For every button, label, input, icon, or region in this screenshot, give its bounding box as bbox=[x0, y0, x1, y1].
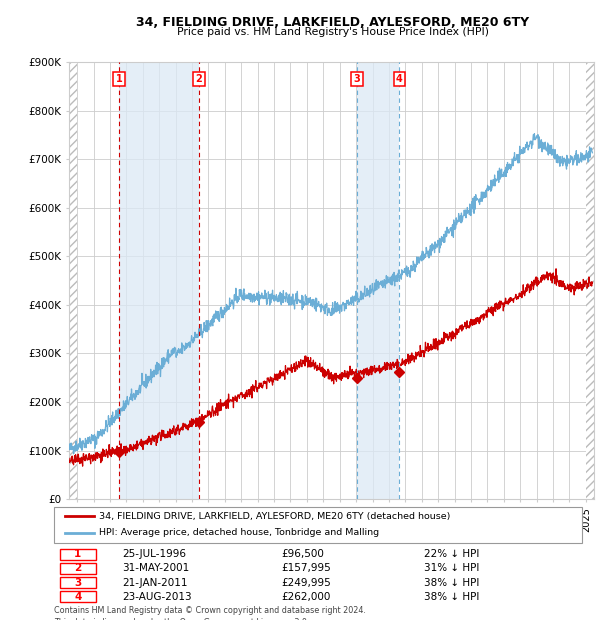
Text: £96,500: £96,500 bbox=[281, 549, 324, 559]
Text: HPI: Average price, detached house, Tonbridge and Malling: HPI: Average price, detached house, Tonb… bbox=[99, 528, 379, 538]
Text: 4: 4 bbox=[396, 74, 403, 84]
Text: 31-MAY-2001: 31-MAY-2001 bbox=[122, 564, 190, 574]
Text: 25-JUL-1996: 25-JUL-1996 bbox=[122, 549, 187, 559]
Text: 23-AUG-2013: 23-AUG-2013 bbox=[122, 591, 192, 602]
Bar bbox=[586, 62, 594, 499]
Text: 2: 2 bbox=[196, 74, 202, 84]
Text: £157,995: £157,995 bbox=[281, 564, 331, 574]
FancyBboxPatch shape bbox=[60, 563, 96, 574]
Text: 38% ↓ HPI: 38% ↓ HPI bbox=[424, 591, 479, 602]
Text: 3: 3 bbox=[74, 578, 82, 588]
Text: Contains HM Land Registry data © Crown copyright and database right 2024.
This d: Contains HM Land Registry data © Crown c… bbox=[54, 606, 366, 620]
Text: 1: 1 bbox=[74, 549, 82, 559]
Text: £249,995: £249,995 bbox=[281, 578, 331, 588]
FancyBboxPatch shape bbox=[60, 591, 96, 603]
Text: 2: 2 bbox=[74, 564, 82, 574]
Text: 3: 3 bbox=[353, 74, 361, 84]
Text: 1: 1 bbox=[116, 74, 122, 84]
Text: 21-JAN-2011: 21-JAN-2011 bbox=[122, 578, 188, 588]
Bar bbox=[119, 62, 199, 499]
Bar bbox=[357, 62, 400, 499]
FancyBboxPatch shape bbox=[54, 507, 582, 542]
Text: 31% ↓ HPI: 31% ↓ HPI bbox=[424, 564, 479, 574]
Text: 34, FIELDING DRIVE, LARKFIELD, AYLESFORD, ME20 6TY: 34, FIELDING DRIVE, LARKFIELD, AYLESFORD… bbox=[136, 16, 530, 29]
FancyBboxPatch shape bbox=[60, 577, 96, 588]
FancyBboxPatch shape bbox=[60, 549, 96, 560]
Text: 22% ↓ HPI: 22% ↓ HPI bbox=[424, 549, 479, 559]
Text: Price paid vs. HM Land Registry's House Price Index (HPI): Price paid vs. HM Land Registry's House … bbox=[177, 27, 489, 37]
Text: 4: 4 bbox=[74, 591, 82, 602]
Text: £262,000: £262,000 bbox=[281, 591, 331, 602]
Text: 38% ↓ HPI: 38% ↓ HPI bbox=[424, 578, 479, 588]
Bar bbox=[69, 62, 77, 499]
Text: 34, FIELDING DRIVE, LARKFIELD, AYLESFORD, ME20 6TY (detached house): 34, FIELDING DRIVE, LARKFIELD, AYLESFORD… bbox=[99, 512, 450, 521]
